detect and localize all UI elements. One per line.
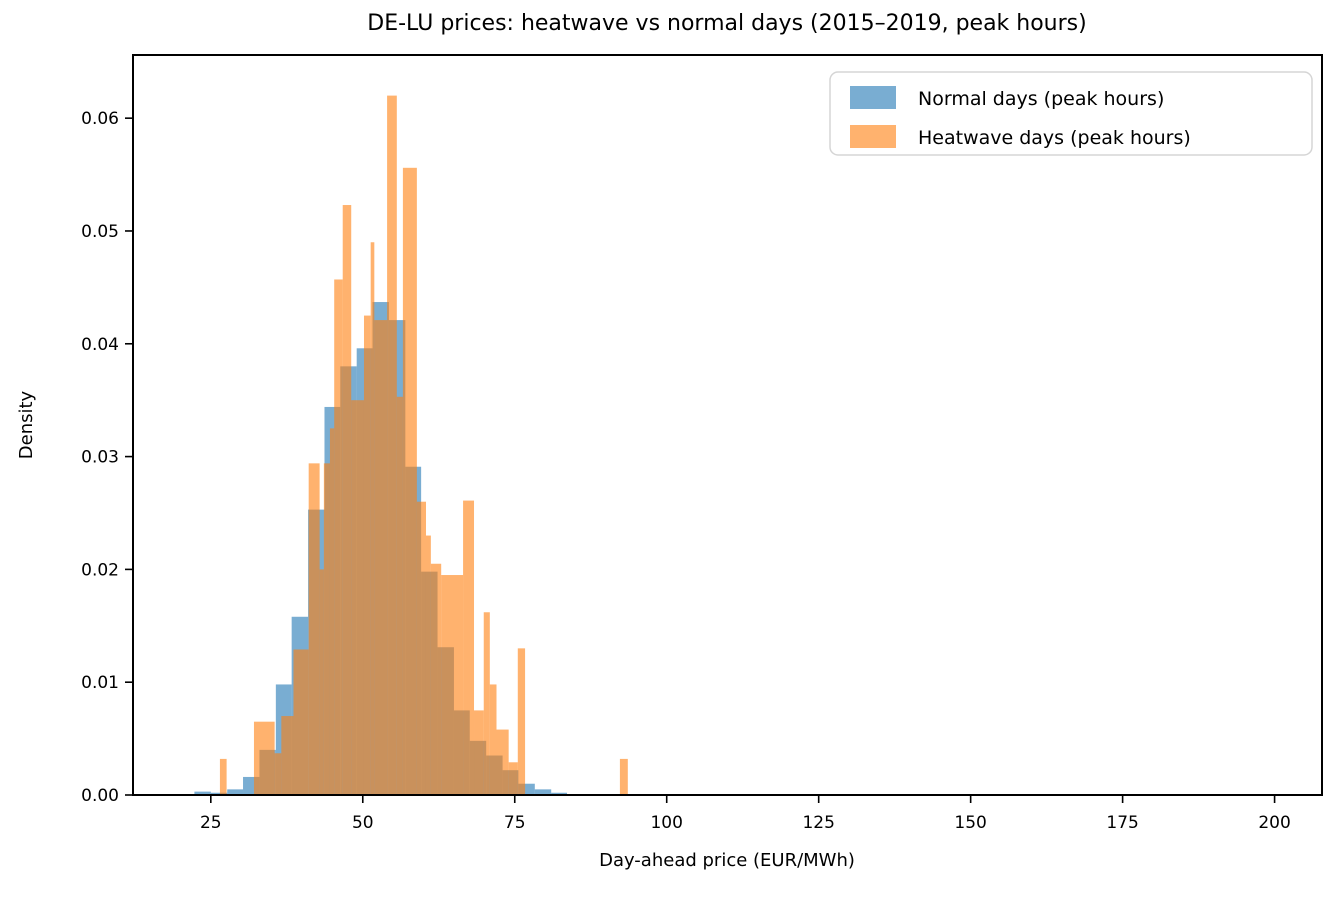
- y-tick-label: 0.04: [81, 335, 119, 355]
- y-tick-label: 0.05: [81, 222, 119, 242]
- histogram-bar-heatwave: [308, 463, 320, 795]
- y-axis-label: Density: [16, 390, 37, 459]
- histogram-bar-heatwave: [363, 315, 371, 795]
- legend-box: [829, 71, 1313, 156]
- y-tick-label: 0.03: [81, 448, 119, 468]
- y-axis-ticks: 0.00 0.01 0.02 0.03 0.04 0.05 0.06: [81, 109, 133, 806]
- histogram-bar-normal: [194, 791, 211, 795]
- x-tick-label: 150: [954, 813, 986, 833]
- histogram-bar-normal: [534, 789, 552, 795]
- histogram-bar-heatwave: [281, 716, 294, 795]
- histogram-bar-heatwave: [619, 758, 628, 795]
- histogram-bar-heatwave: [323, 463, 330, 795]
- histogram-bar-normal: [551, 792, 568, 795]
- histogram-bar-heatwave: [253, 721, 275, 795]
- histogram-bar-heatwave: [342, 205, 352, 795]
- legend-swatch-normal: [850, 86, 896, 109]
- x-axis-ticks: 25 50 75 100 125 150 175 200: [200, 795, 1291, 833]
- x-tick-label: 100: [650, 813, 682, 833]
- axes-frame: [132, 54, 1323, 796]
- histogram-bar-heatwave: [430, 563, 442, 795]
- y-tick-label: 0.06: [81, 109, 119, 129]
- histogram-bar-heatwave: [496, 729, 509, 795]
- histogram-bar-normal: [518, 783, 535, 795]
- histogram-bar-heatwave: [402, 167, 417, 795]
- x-tick-label: 75: [504, 813, 526, 833]
- histogram-bar-normal: [210, 792, 228, 795]
- histogram-bar-normal: [227, 789, 244, 795]
- histogram-bar-heatwave: [474, 710, 484, 795]
- histogram-bar-heatwave: [517, 648, 526, 795]
- histogram-bar-heatwave: [441, 575, 464, 795]
- legend-label-normal: Normal days (peak hours): [918, 88, 1164, 110]
- histogram-bar-heatwave: [416, 501, 426, 795]
- x-tick-label: 200: [1258, 813, 1290, 833]
- legend-swatch-heatwave: [850, 125, 896, 148]
- histogram-bar-heatwave: [274, 753, 282, 795]
- histogram-bar-heatwave: [319, 569, 324, 795]
- heatwave-days-bars: [219, 95, 628, 796]
- x-tick-label: 175: [1106, 813, 1138, 833]
- histogram-bar-heatwave: [396, 396, 403, 795]
- x-axis-label: Day-ahead price (EUR/MWh): [599, 850, 855, 871]
- histogram-bar-heatwave: [425, 535, 431, 795]
- y-tick-label: 0.01: [81, 673, 119, 693]
- histogram-bar-heatwave: [370, 242, 375, 795]
- histogram-bar-heatwave: [463, 500, 475, 795]
- x-tick-label: 125: [802, 813, 834, 833]
- histogram-bar-heatwave: [334, 279, 343, 796]
- plot-frame: [132, 54, 1323, 796]
- legend-label-heatwave: Heatwave days (peak hours): [918, 127, 1191, 149]
- histogram-bar-heatwave: [387, 95, 397, 796]
- histogram-bar-heatwave: [293, 649, 309, 795]
- histogram-bar-heatwave: [374, 320, 388, 795]
- chart-title: DE-LU prices: heatwave vs normal days (2…: [367, 11, 1086, 36]
- histogram-bar-heatwave: [329, 428, 335, 795]
- histogram-bar-heatwave: [483, 612, 490, 795]
- histogram-bar-heatwave: [489, 684, 497, 795]
- legend: Normal days (peak hours) Heatwave days (…: [829, 71, 1313, 156]
- histogram-bar-heatwave: [219, 758, 227, 795]
- x-tick-label: 25: [200, 813, 222, 833]
- histogram-bar-heatwave: [351, 400, 364, 795]
- y-tick-label: 0.00: [81, 786, 119, 806]
- histogram-bar-heatwave: [508, 762, 518, 795]
- y-tick-label: 0.02: [81, 560, 119, 580]
- x-tick-label: 50: [352, 813, 374, 833]
